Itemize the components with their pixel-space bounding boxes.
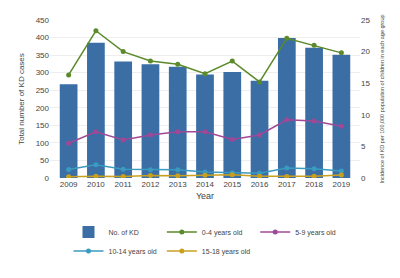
svg-text:10-14 years old: 10-14 years old: [109, 248, 157, 256]
svg-text:Incidence of KD per 100,000 po: Incidence of KD per 100,000 population o…: [379, 14, 385, 183]
svg-text:15: 15: [361, 79, 370, 88]
svg-text:2011: 2011: [115, 180, 133, 189]
svg-text:20: 20: [361, 47, 370, 56]
svg-text:No. of KD: No. of KD: [109, 229, 139, 236]
svg-text:100: 100: [36, 139, 50, 148]
svg-text:25: 25: [361, 16, 370, 25]
svg-text:2012: 2012: [142, 180, 160, 189]
svg-text:5: 5: [361, 142, 366, 151]
svg-text:2013: 2013: [169, 180, 187, 189]
svg-text:2010: 2010: [87, 180, 105, 189]
svg-text:2017: 2017: [278, 180, 296, 189]
svg-text:2014: 2014: [196, 180, 214, 189]
svg-text:0: 0: [361, 174, 366, 183]
svg-text:2019: 2019: [332, 180, 350, 189]
svg-text:5-9 years old: 5-9 years old: [295, 229, 336, 237]
svg-text:Total number of KD cases: Total number of KD cases: [17, 53, 26, 145]
svg-text:0-4 years old: 0-4 years old: [202, 229, 243, 237]
svg-text:50: 50: [40, 156, 49, 165]
svg-text:450: 450: [36, 16, 50, 25]
svg-text:2018: 2018: [305, 180, 323, 189]
svg-text:15-18 years old: 15-18 years old: [202, 248, 250, 256]
svg-text:300: 300: [36, 68, 50, 77]
svg-text:2015: 2015: [223, 180, 241, 189]
svg-text:200: 200: [36, 104, 50, 113]
svg-text:2016: 2016: [251, 180, 269, 189]
svg-text:10: 10: [361, 111, 370, 120]
svg-text:350: 350: [36, 51, 50, 60]
svg-text:0: 0: [45, 174, 50, 183]
svg-text:400: 400: [36, 33, 50, 42]
svg-text:2009: 2009: [60, 180, 78, 189]
svg-text:250: 250: [36, 86, 50, 95]
svg-text:150: 150: [36, 121, 50, 130]
svg-text:Year: Year: [196, 191, 214, 201]
